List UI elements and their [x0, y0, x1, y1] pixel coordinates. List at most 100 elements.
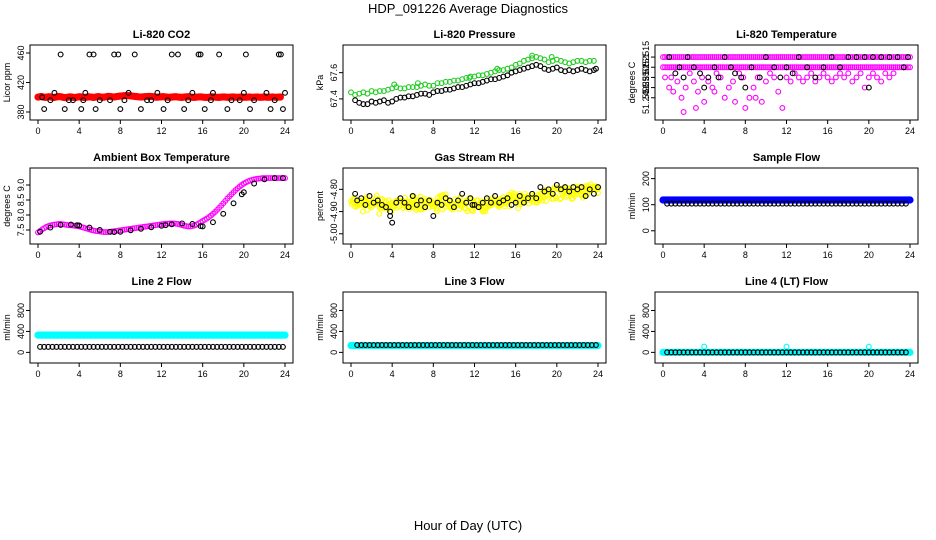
data-point	[660, 64, 666, 71]
data-point	[882, 70, 889, 77]
data-point	[779, 54, 786, 61]
data-point	[255, 343, 262, 350]
data-point	[492, 193, 499, 199]
y-tick-label: 9.0	[16, 179, 26, 192]
data-point	[473, 342, 480, 348]
data-point	[736, 54, 743, 61]
x-tick-label: 24	[280, 250, 290, 260]
data-point	[582, 193, 589, 199]
data-point	[53, 343, 60, 350]
x-tick-label: 24	[280, 126, 290, 136]
data-point	[664, 64, 671, 71]
data-point	[210, 89, 216, 96]
data-point	[485, 342, 492, 348]
data-point	[713, 200, 720, 207]
data-point	[853, 54, 860, 61]
data-point	[269, 175, 276, 182]
data-point	[878, 64, 885, 71]
x-tick-label: 20	[864, 126, 874, 136]
data-point	[828, 200, 835, 207]
data-point	[576, 342, 583, 348]
data-point	[787, 54, 794, 61]
data-point	[352, 190, 359, 197]
data-point	[732, 64, 738, 71]
data-point	[684, 64, 691, 71]
data-point	[436, 342, 443, 348]
data-point	[777, 74, 784, 81]
data-point	[119, 343, 126, 350]
data-point	[878, 78, 885, 85]
data-point	[765, 64, 771, 71]
data-point	[549, 190, 556, 197]
data-point	[383, 204, 389, 211]
data-point	[510, 342, 517, 348]
data-point	[898, 349, 905, 356]
data-point	[800, 64, 806, 71]
x-tick-label: 4	[77, 250, 82, 260]
data-point	[57, 221, 64, 228]
data-point	[380, 97, 387, 104]
data-point	[867, 64, 874, 71]
data-point	[832, 64, 839, 71]
data-point	[374, 197, 381, 204]
y-tick-label: 7.5	[16, 224, 26, 237]
data-point	[736, 64, 743, 71]
data-point	[259, 343, 266, 350]
panel-line2: Line 2 Flow ml/min 0 4 8 12 16 20 24 0 400 800	[2, 276, 294, 379]
data-point	[699, 54, 706, 61]
data-point	[175, 51, 181, 58]
data-point	[717, 200, 724, 207]
x-tick-label: 8	[118, 369, 123, 379]
data-point	[762, 78, 769, 85]
x-tick-label: 8	[118, 126, 123, 136]
data-point	[802, 64, 808, 71]
data-point	[791, 54, 798, 61]
data-point	[267, 343, 274, 350]
data-point	[758, 64, 765, 71]
data-point	[725, 200, 732, 207]
data-point	[362, 342, 369, 348]
data-point	[525, 195, 531, 202]
data-point	[820, 349, 827, 356]
data-point	[787, 78, 794, 85]
data-point	[783, 54, 790, 61]
data-point	[539, 342, 546, 348]
data-point	[773, 54, 780, 61]
data-point	[523, 342, 529, 348]
data-point	[783, 200, 790, 207]
data-point	[814, 64, 821, 71]
panel-title: Line 3 Flow	[445, 276, 505, 288]
data-point	[181, 106, 188, 113]
data-point	[352, 97, 359, 104]
data-point	[541, 56, 548, 63]
data-point	[812, 74, 819, 81]
data-point	[853, 74, 860, 81]
data-point	[896, 54, 903, 61]
data-point	[717, 54, 724, 61]
y-axis-label: ml/min	[627, 193, 637, 220]
data-point	[564, 342, 571, 348]
data-point	[168, 221, 175, 228]
data-point	[666, 64, 673, 71]
data-point	[96, 227, 103, 233]
data-point	[543, 342, 550, 348]
data-point	[865, 64, 872, 71]
data-point	[705, 54, 712, 61]
data-point	[595, 184, 601, 191]
x-tick-label: 4	[390, 250, 395, 260]
data-point	[678, 94, 685, 101]
data-point	[865, 54, 872, 61]
data-point	[746, 54, 753, 61]
data-point	[664, 349, 671, 356]
data-point	[674, 54, 681, 61]
data-point	[676, 200, 683, 207]
data-point	[832, 54, 839, 61]
panel-co2: Li-820 CO2 Licor ppm 0 4 8 12 16 20 24 380 420 460	[2, 29, 294, 136]
data-point	[676, 54, 683, 61]
data-point	[127, 227, 134, 234]
data-point	[882, 64, 889, 71]
data-point	[391, 342, 398, 348]
data-point	[461, 342, 468, 348]
data-point	[699, 64, 706, 71]
data-point	[703, 54, 710, 61]
